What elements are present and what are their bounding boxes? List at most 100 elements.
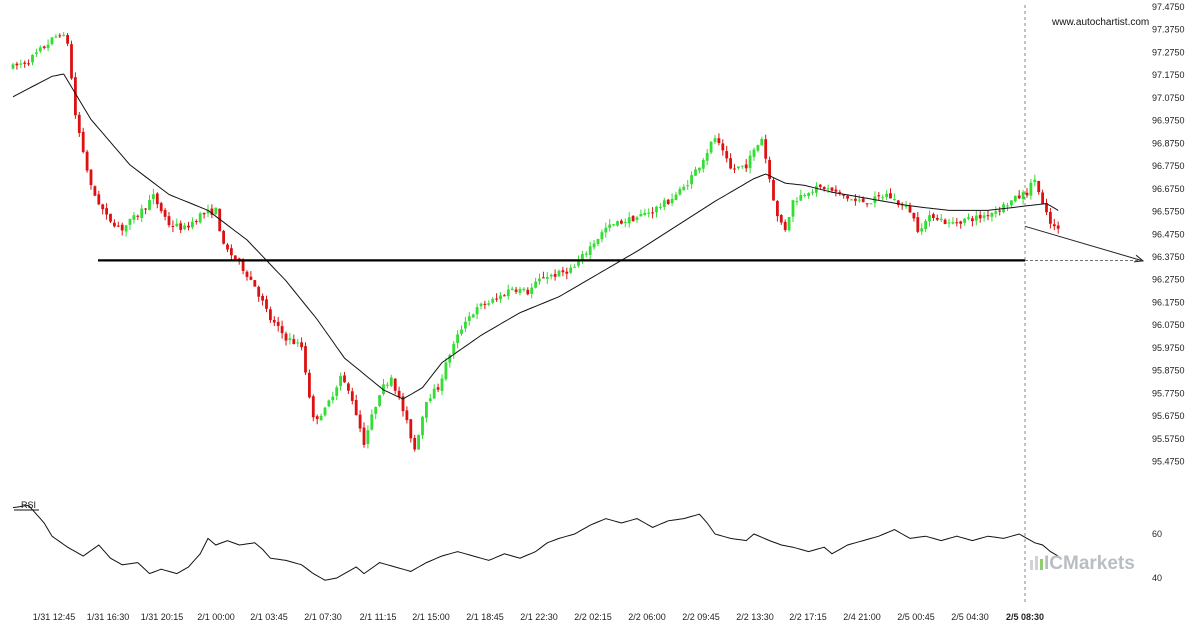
y-tick-label: 96.7750 <box>1152 161 1185 171</box>
candle-body <box>460 329 463 334</box>
candle-body <box>822 187 826 190</box>
candle-body <box>584 253 588 255</box>
y-tick-label: 95.8750 <box>1152 366 1185 376</box>
candle-body <box>191 221 194 228</box>
candle-body <box>861 198 865 203</box>
rsi-label: RSI <box>21 500 36 510</box>
svg-text:ICMarkets: ICMarkets <box>1044 553 1135 574</box>
y-tick-label: 96.1750 <box>1152 297 1185 307</box>
candle-body <box>19 63 23 65</box>
candle-body <box>869 203 873 205</box>
candle-body <box>253 280 257 287</box>
candle-body <box>308 372 311 398</box>
candle-body <box>752 149 756 157</box>
candle-body <box>159 203 163 212</box>
candle-body <box>795 201 799 203</box>
candle-body <box>89 169 93 186</box>
candle-body <box>140 208 144 219</box>
candle-body <box>842 193 846 196</box>
candle-body <box>132 215 136 220</box>
candle-body <box>959 221 963 224</box>
support-level <box>98 5 1145 605</box>
x-tick-label: 1/31 16:30 <box>87 612 130 622</box>
candle-body <box>124 225 128 232</box>
moving-average-path <box>12 73 1059 400</box>
candle-body <box>612 224 615 226</box>
candle-body <box>807 193 810 196</box>
forecast-line <box>1024 225 1142 261</box>
candle-body <box>514 289 518 292</box>
candle-body <box>233 255 237 260</box>
candle-body <box>733 168 736 170</box>
candle-body <box>830 187 834 191</box>
candle-body <box>998 210 1002 212</box>
candle-body <box>448 354 452 363</box>
brand-name: Markets <box>1063 553 1135 574</box>
candle-body <box>202 212 206 215</box>
candle-body <box>331 396 335 401</box>
brand-prefix: IC <box>1044 553 1063 574</box>
candle-body <box>1013 195 1017 202</box>
candle-body <box>128 218 132 225</box>
candle-body <box>323 407 327 416</box>
candle-body <box>963 218 966 223</box>
candle-body <box>269 309 272 321</box>
x-tick-label: 2/4 21:00 <box>843 612 881 622</box>
candle-body <box>163 210 167 217</box>
candle-body <box>210 208 214 215</box>
candle-body <box>93 186 97 196</box>
y-tick-label: 96.2750 <box>1152 275 1185 285</box>
candle-body <box>924 220 927 230</box>
candle-body <box>818 184 822 187</box>
y-tick-label: 96.9750 <box>1152 116 1185 126</box>
candle-body <box>503 295 506 297</box>
candle-body <box>428 398 432 402</box>
candle-body <box>698 167 701 171</box>
candle-body <box>226 244 229 250</box>
candle-body <box>721 143 725 151</box>
candle-body <box>479 303 483 307</box>
candle-body <box>440 378 444 391</box>
candle-body <box>791 200 795 217</box>
candle-body <box>194 221 198 223</box>
candle-body <box>799 195 803 201</box>
candle-body <box>787 217 791 231</box>
rsi-line <box>12 504 1059 581</box>
candle-body <box>167 216 171 226</box>
candle-body <box>378 395 381 406</box>
candle-body <box>432 388 436 399</box>
candle-body <box>374 407 378 414</box>
candle-body <box>971 218 974 222</box>
candle-body <box>304 346 307 373</box>
candle-body <box>46 44 50 49</box>
rsi-tick-label: 40 <box>1152 573 1162 583</box>
candle-body <box>50 37 54 45</box>
candle-body <box>659 206 662 208</box>
candle-body <box>66 35 69 44</box>
x-tick-label: 2/2 13:30 <box>736 612 774 622</box>
candle-body <box>77 114 81 134</box>
y-tick-label: 96.4750 <box>1152 229 1185 239</box>
watermark-text: www.autochartist.com <box>1051 17 1149 28</box>
x-tick-label: 2/1 03:45 <box>250 612 288 622</box>
y-tick-label: 95.6750 <box>1152 411 1185 421</box>
candle-body <box>276 321 280 326</box>
candle-body <box>409 419 413 439</box>
candlesticks <box>11 31 1060 452</box>
candle-body <box>109 213 112 222</box>
candle-body <box>386 384 389 386</box>
candle-body <box>725 151 729 159</box>
candle-body <box>986 215 990 217</box>
candle-body <box>397 390 401 397</box>
candle-body <box>389 377 393 386</box>
x-tick-label: 2/1 11:15 <box>360 612 397 622</box>
candle-body <box>183 225 186 230</box>
candle-body <box>885 193 888 198</box>
y-tick-label: 95.9750 <box>1152 343 1185 353</box>
candle-body <box>300 342 303 348</box>
candle-body <box>631 216 635 222</box>
x-tick-label: 2/1 00:00 <box>197 612 235 622</box>
candle-body <box>315 416 319 420</box>
y-tick-label: 95.7750 <box>1152 388 1185 398</box>
candle-body <box>538 278 541 282</box>
